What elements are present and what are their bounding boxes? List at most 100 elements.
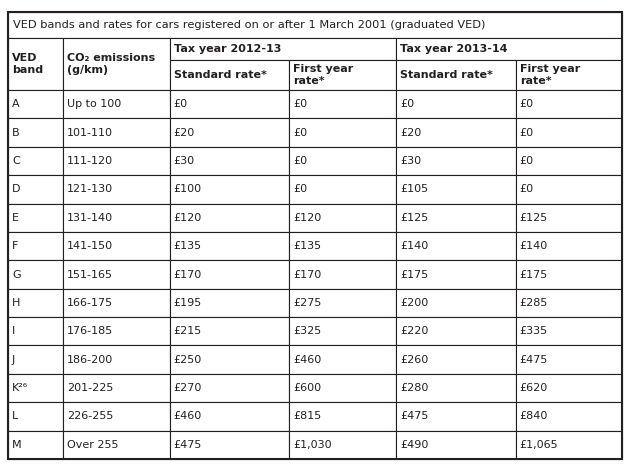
Bar xyxy=(169,60,289,90)
Text: £135: £135 xyxy=(174,241,202,251)
Bar xyxy=(63,317,169,346)
Text: K²⁶: K²⁶ xyxy=(12,383,28,393)
Bar xyxy=(8,119,63,147)
Bar xyxy=(396,60,515,90)
Bar xyxy=(8,374,63,402)
Bar xyxy=(396,232,515,260)
Bar xyxy=(515,204,622,232)
Bar xyxy=(396,289,515,317)
Bar xyxy=(515,317,622,346)
Text: £140: £140 xyxy=(400,241,428,251)
Bar xyxy=(169,402,289,431)
Text: £20: £20 xyxy=(174,127,195,138)
Bar xyxy=(63,289,169,317)
Bar xyxy=(289,204,396,232)
Text: £135: £135 xyxy=(294,241,321,251)
Bar xyxy=(396,374,515,402)
Bar xyxy=(289,402,396,431)
Bar xyxy=(8,204,63,232)
Bar xyxy=(289,346,396,374)
Bar xyxy=(63,374,169,402)
Bar xyxy=(169,431,289,459)
Bar xyxy=(515,90,622,119)
Text: Tax year 2013-14: Tax year 2013-14 xyxy=(400,44,507,54)
Bar xyxy=(289,374,396,402)
Bar xyxy=(8,12,622,38)
Text: D: D xyxy=(12,184,21,194)
Text: £170: £170 xyxy=(294,269,322,280)
Bar xyxy=(396,402,515,431)
Text: £120: £120 xyxy=(294,213,322,223)
Text: £105: £105 xyxy=(400,184,428,194)
Text: B: B xyxy=(12,127,20,138)
Text: Standard rate*: Standard rate* xyxy=(400,70,493,80)
Text: £195: £195 xyxy=(174,298,202,308)
Bar xyxy=(396,175,515,204)
Bar xyxy=(515,289,622,317)
Bar xyxy=(515,119,622,147)
Bar xyxy=(396,431,515,459)
Bar xyxy=(289,289,396,317)
Bar xyxy=(169,374,289,402)
Text: £140: £140 xyxy=(520,241,548,251)
Text: First year
rate*: First year rate* xyxy=(520,64,580,86)
Bar xyxy=(289,260,396,289)
Text: 186-200: 186-200 xyxy=(67,354,113,365)
Text: £1,065: £1,065 xyxy=(520,440,558,450)
Text: £335: £335 xyxy=(520,326,547,336)
Bar xyxy=(8,232,63,260)
Text: £0: £0 xyxy=(520,156,534,166)
Text: G: G xyxy=(12,269,21,280)
Bar xyxy=(515,374,622,402)
Text: £1,030: £1,030 xyxy=(294,440,332,450)
Bar xyxy=(63,260,169,289)
Bar xyxy=(63,38,169,90)
Text: £250: £250 xyxy=(174,354,202,365)
Text: F: F xyxy=(12,241,18,251)
Text: £260: £260 xyxy=(400,354,428,365)
Bar xyxy=(169,346,289,374)
Bar xyxy=(63,204,169,232)
Text: 111-120: 111-120 xyxy=(67,156,113,166)
Text: £475: £475 xyxy=(174,440,202,450)
Bar xyxy=(169,119,289,147)
Text: £285: £285 xyxy=(520,298,548,308)
Bar xyxy=(396,260,515,289)
Text: £30: £30 xyxy=(400,156,421,166)
Text: 166-175: 166-175 xyxy=(67,298,113,308)
Text: £275: £275 xyxy=(294,298,322,308)
Text: £270: £270 xyxy=(174,383,202,393)
Text: £325: £325 xyxy=(294,326,322,336)
Bar xyxy=(8,38,63,90)
Text: L: L xyxy=(12,411,18,421)
Bar xyxy=(289,175,396,204)
Bar xyxy=(63,402,169,431)
Bar xyxy=(515,232,622,260)
Bar xyxy=(8,175,63,204)
Text: C: C xyxy=(12,156,20,166)
Bar xyxy=(169,289,289,317)
Text: £125: £125 xyxy=(520,213,548,223)
Text: A: A xyxy=(12,99,20,109)
Bar xyxy=(63,346,169,374)
Text: Tax year 2012-13: Tax year 2012-13 xyxy=(174,44,281,54)
Bar xyxy=(63,147,169,175)
Text: £0: £0 xyxy=(520,127,534,138)
Bar xyxy=(63,175,169,204)
Text: £0: £0 xyxy=(520,99,534,109)
Bar xyxy=(169,175,289,204)
Text: M: M xyxy=(12,440,21,450)
Bar xyxy=(8,90,63,119)
Text: £460: £460 xyxy=(174,411,202,421)
Bar xyxy=(396,90,515,119)
Text: £0: £0 xyxy=(400,99,414,109)
Bar xyxy=(289,60,396,90)
Bar xyxy=(396,317,515,346)
Text: Up to 100: Up to 100 xyxy=(67,99,122,109)
Text: £200: £200 xyxy=(400,298,428,308)
Bar xyxy=(169,147,289,175)
Text: £170: £170 xyxy=(174,269,202,280)
Bar xyxy=(63,90,169,119)
Bar xyxy=(289,147,396,175)
Bar xyxy=(169,317,289,346)
